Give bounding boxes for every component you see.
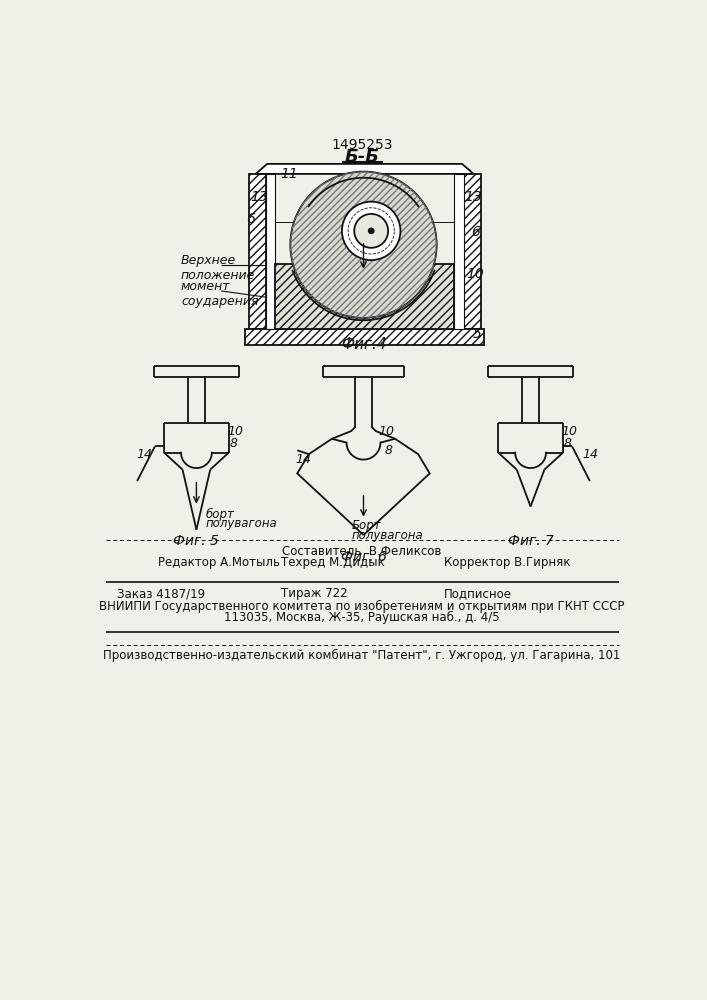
Bar <box>245 329 484 345</box>
Text: Тираж 722: Тираж 722 <box>281 587 348 600</box>
Text: 13: 13 <box>464 190 482 204</box>
Text: Составитель  В.Феликсов: Составитель В.Феликсов <box>282 545 442 558</box>
Text: момент
соударения: момент соударения <box>181 280 259 308</box>
Text: 14: 14 <box>583 448 599 461</box>
Text: ВНИИПИ Государственного комитета по изобретениям и открытиям при ГКНТ СССР: ВНИИПИ Государственного комитета по изоб… <box>99 600 625 613</box>
Text: 10: 10 <box>227 425 243 438</box>
Text: Фиг. 5: Фиг. 5 <box>173 534 219 548</box>
Text: Фиг. 7: Фиг. 7 <box>508 534 554 548</box>
Text: Борт: Борт <box>352 519 382 532</box>
Text: 10: 10 <box>561 425 577 438</box>
Text: Подписное: Подписное <box>444 587 513 600</box>
Text: 8: 8 <box>384 444 392 457</box>
Text: Заказ 4187/19: Заказ 4187/19 <box>117 587 205 600</box>
Text: 14: 14 <box>136 448 152 461</box>
Text: 11: 11 <box>280 167 298 181</box>
Bar <box>464 174 481 329</box>
Circle shape <box>342 202 400 260</box>
Text: 14: 14 <box>296 453 311 466</box>
Text: Корректор В.Гирняк: Корректор В.Гирняк <box>444 556 571 569</box>
Text: Верхнее
положение: Верхнее положение <box>181 254 255 282</box>
Text: Фиг.4: Фиг.4 <box>341 337 386 352</box>
Text: 10: 10 <box>467 267 484 281</box>
Bar <box>249 174 266 329</box>
Polygon shape <box>256 164 474 174</box>
Bar <box>275 264 455 329</box>
Circle shape <box>368 228 374 234</box>
Circle shape <box>291 172 437 318</box>
Text: 6: 6 <box>471 225 479 239</box>
Bar <box>266 174 275 329</box>
Text: 1495253: 1495253 <box>331 138 392 152</box>
Text: 13: 13 <box>251 190 269 204</box>
Circle shape <box>354 214 388 248</box>
Text: 5: 5 <box>472 327 481 341</box>
Text: 8: 8 <box>563 437 571 450</box>
Text: 6: 6 <box>246 212 255 226</box>
Text: полувагона: полувагона <box>206 517 277 530</box>
Text: Фиг. 6: Фиг. 6 <box>341 550 387 564</box>
Text: Техред М.Дидык: Техред М.Дидык <box>281 556 385 569</box>
Text: 113035, Москва, Ж-35, Раушская наб., д. 4/5: 113035, Москва, Ж-35, Раушская наб., д. … <box>224 611 500 624</box>
Text: 10: 10 <box>378 425 395 438</box>
Text: Производственно-издательский комбинат "Патент", г. Ужгород, ул. Гагарина, 101: Производственно-издательский комбинат "П… <box>103 649 621 662</box>
Text: Б-Б: Б-Б <box>344 148 380 166</box>
Text: полувагона: полувагона <box>352 529 423 542</box>
Text: 8: 8 <box>229 437 238 450</box>
Text: Редактор А.Мотыль: Редактор А.Мотыль <box>158 556 280 569</box>
Bar <box>455 174 464 329</box>
Text: борт: борт <box>206 508 235 521</box>
